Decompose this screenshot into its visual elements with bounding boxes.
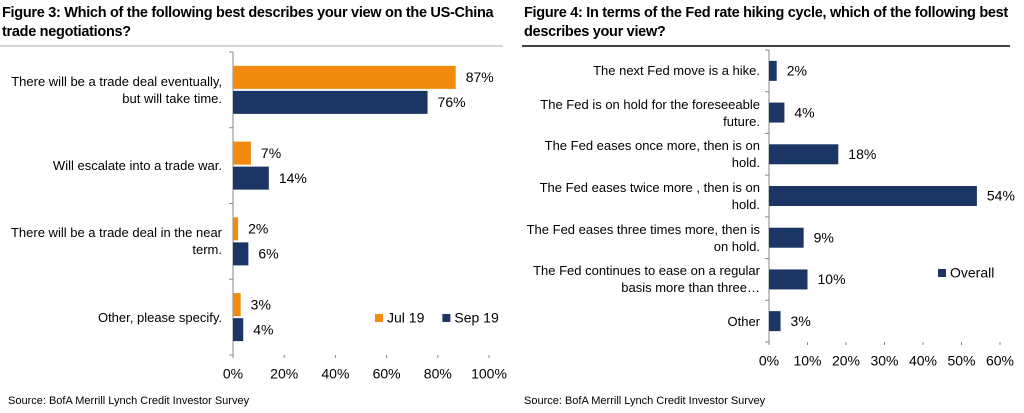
category-label-box: The next Fed move is a hike. (593, 63, 760, 79)
category-label-box: The Fed eases twice more , then is on ho… (539, 179, 760, 212)
category-label-box: There will be a trade deal in the near t… (10, 225, 222, 258)
x-tick-label: 60% (373, 366, 401, 382)
x-tick-label: 80% (424, 366, 452, 382)
category-label: The Fed eases once more, then is on hold… (544, 138, 760, 171)
category-label: The Fed eases three times more, then is … (526, 221, 760, 254)
bar (233, 141, 251, 165)
category-label-box: The Fed is on hold for the foreseeable f… (540, 96, 760, 129)
value-label: 4% (794, 104, 814, 120)
category-label: The Fed is on hold for the foreseeable f… (540, 96, 760, 129)
category-label: Other, please specify. (97, 309, 222, 325)
value-label: 4% (253, 321, 273, 337)
category-label: There will be a trade deal in the near t… (10, 225, 222, 258)
bar (769, 144, 839, 165)
bar (769, 227, 804, 248)
category-label: There will be a trade deal eventually, b… (11, 73, 222, 106)
value-label: 14% (279, 170, 307, 186)
category-label: Will escalate into a trade war. (52, 158, 222, 174)
x-tick-label: 0% (223, 366, 243, 382)
chart-title: Figure 4: In terms of the Fed rate hikin… (524, 5, 1008, 40)
source-note: Source: BofA Merrill Lynch Credit Invest… (524, 395, 766, 407)
value-label: 10% (818, 271, 846, 287)
legend-label: Jul 19 (387, 310, 425, 326)
bar (769, 102, 785, 123)
x-tick-label: 20% (270, 366, 298, 382)
value-label: 6% (258, 246, 278, 262)
bar (233, 217, 239, 241)
category-label-box: The Fed eases once more, then is on hold… (544, 138, 760, 171)
bar (233, 65, 456, 89)
x-tick-label: 10% (793, 353, 821, 369)
x-tick-label: 40% (321, 366, 349, 382)
bar (233, 90, 428, 114)
x-tick-label: 20% (832, 353, 860, 369)
chart-title-box: Figure 3: Which of the following best de… (2, 5, 494, 40)
x-tick-label: 30% (870, 353, 898, 369)
value-label: 3% (791, 313, 811, 329)
value-label: 9% (814, 229, 834, 245)
category-label: The Fed eases twice more , then is on ho… (539, 179, 760, 212)
legend-swatch (442, 314, 451, 322)
bar (233, 242, 249, 266)
bar (769, 186, 977, 206)
x-tick-label: 50% (947, 353, 975, 369)
x-tick-label: 60% (986, 353, 1014, 369)
value-label: 2% (248, 221, 268, 237)
category-label-box: Other, please specify. (97, 309, 222, 325)
value-label: 76% (438, 94, 466, 110)
category-label-box: The Fed continues to ease on a regular b… (533, 263, 760, 296)
legend-swatch (375, 314, 383, 322)
source-note: Source: BofA Merrill Lynch Credit Invest… (8, 395, 250, 407)
legend-label: Overall (950, 265, 994, 281)
category-label: The next Fed move is a hike. (593, 63, 760, 79)
chart-title: Figure 3: Which of the following best de… (2, 5, 494, 40)
value-label: 3% (251, 296, 271, 312)
category-label-box: Will escalate into a trade war. (52, 158, 222, 174)
category-label-box: The Fed eases three times more, then is … (526, 221, 760, 254)
category-label-box: There will be a trade deal eventually, b… (11, 73, 222, 106)
value-label: 7% (261, 145, 281, 161)
bar (769, 311, 781, 332)
value-label: 2% (787, 63, 807, 79)
category-label: The Fed continues to ease on a regular b… (533, 263, 760, 296)
legend-label: Sep 19 (454, 310, 499, 326)
bar (233, 318, 244, 342)
bar (233, 166, 269, 190)
category-label-box: Other (727, 313, 760, 329)
x-tick-label: 40% (909, 353, 937, 369)
chart-title-box: Figure 4: In terms of the Fed rate hikin… (524, 5, 1008, 40)
bar (769, 60, 777, 81)
category-label: Other (727, 313, 760, 329)
value-label: 87% (466, 69, 494, 85)
value-label: 18% (848, 146, 876, 162)
x-tick-label: 0% (759, 353, 779, 369)
value-label: 54% (987, 188, 1015, 204)
bar (769, 269, 808, 290)
legend-swatch (938, 269, 946, 277)
bar (233, 293, 241, 317)
x-tick-label: 100% (471, 366, 507, 382)
